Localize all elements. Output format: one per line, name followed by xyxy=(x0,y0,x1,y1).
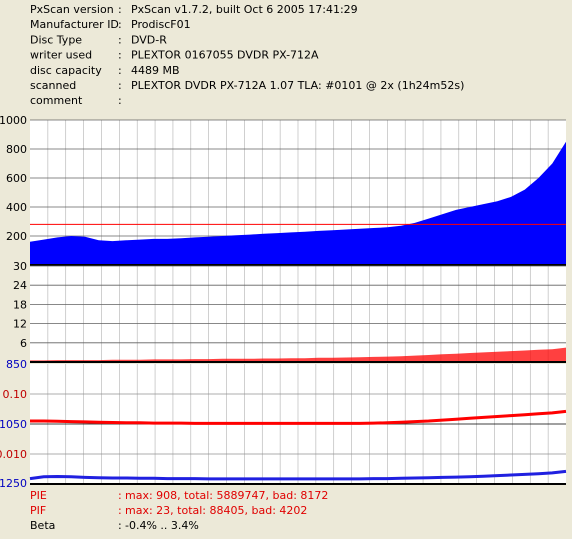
line xyxy=(29,469,567,481)
summary-value: max: 908, total: 5889747, bad: 8172 xyxy=(125,489,328,502)
info-separator: : xyxy=(118,3,122,16)
y-tick-label: 30 xyxy=(13,260,27,273)
summary-label: Beta xyxy=(30,519,55,532)
y-tick-label: 600 xyxy=(6,172,27,185)
area xyxy=(30,141,566,265)
y-tick-label: 0.10 xyxy=(3,388,28,401)
info-label: writer used xyxy=(30,49,92,62)
line xyxy=(30,409,567,425)
summary-label: PIE xyxy=(30,489,47,502)
summary-separator: : xyxy=(118,489,122,502)
info-separator: : xyxy=(118,33,122,46)
info-value: 4489 MB xyxy=(131,64,180,77)
info-label: Disc Type xyxy=(30,33,82,46)
info-value: DVD-R xyxy=(131,33,167,46)
y-tick-label: 1000 xyxy=(0,114,27,127)
info-separator: : xyxy=(118,18,122,31)
info-label: scanned xyxy=(30,79,76,92)
area xyxy=(30,347,566,362)
y-tick-label: 400 xyxy=(6,201,27,214)
y-tick-label: 850 xyxy=(6,358,27,371)
info-value: PLEXTOR DVDR PX-712A 1.07 TLA: #0101 @ 2… xyxy=(131,79,464,92)
y-tick-label: -0.010 xyxy=(0,448,27,461)
y-tick-label: 200 xyxy=(6,230,27,243)
info-label: PxScan version xyxy=(30,3,114,16)
info-separator: : xyxy=(118,94,122,107)
info-label: disc capacity xyxy=(30,64,102,77)
y-tick-label: 18 xyxy=(13,298,27,311)
y-tick-label: 800 xyxy=(6,143,27,156)
info-separator: : xyxy=(118,79,122,92)
y-tick-label: 6 xyxy=(20,337,27,350)
info-value: PLEXTOR 0167055 DVDR PX-712A xyxy=(131,49,319,62)
y-tick-label: 1250 xyxy=(0,477,27,490)
info-separator: : xyxy=(118,64,122,77)
summary-value: -0.4% .. 3.4% xyxy=(125,519,199,532)
info-label: Manufacturer ID xyxy=(30,18,119,31)
summary-separator: : xyxy=(118,519,122,532)
summary-separator: : xyxy=(118,504,122,517)
summary-label: PIF xyxy=(30,504,46,517)
y-tick-label: 1050 xyxy=(0,418,27,431)
info-separator: : xyxy=(118,49,122,62)
y-tick-label: 12 xyxy=(13,318,27,331)
info-value: PxScan v1.7.2, built Oct 6 2005 17:41:29 xyxy=(131,3,358,16)
summary-value: max: 23, total: 88405, bad: 4202 xyxy=(125,504,307,517)
info-label: comment xyxy=(30,94,83,107)
info-value: ProdiscF01 xyxy=(131,18,191,31)
y-tick-label: 24 xyxy=(13,279,27,292)
